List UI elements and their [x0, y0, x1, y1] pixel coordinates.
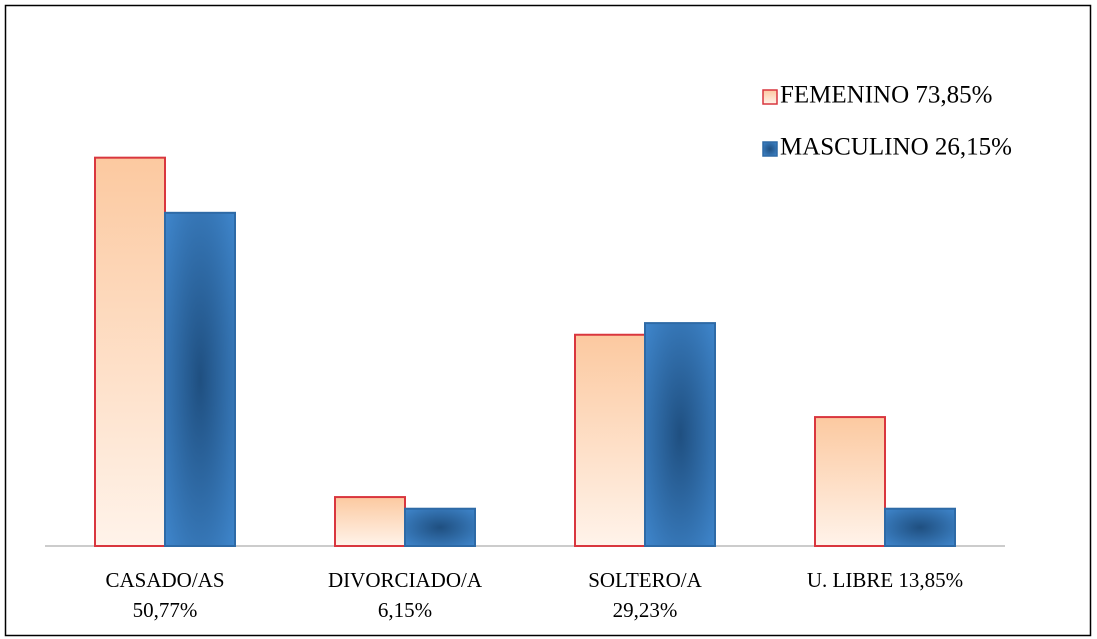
bar [404, 507, 476, 547]
legend-label: MASCULINO 26,15% [780, 134, 1012, 161]
x-tick-label: DIVORCIADO/A [328, 568, 483, 592]
bar [164, 211, 236, 547]
bar [334, 496, 406, 548]
x-tick-label: U. LIBRE 13,85% [807, 568, 963, 592]
legend-label: FEMENINO 73,85% [780, 82, 993, 109]
x-tick-label: 29,23% [613, 598, 678, 622]
legend-swatch [762, 141, 778, 157]
bar [814, 416, 886, 547]
bar [644, 322, 716, 548]
x-tick-label: 6,15% [378, 598, 432, 622]
x-tick-label: 50,77% [133, 598, 198, 622]
x-tick-label: SOLTERO/A [588, 568, 702, 592]
bar [574, 333, 646, 547]
x-tick-label: CASADO/AS [105, 568, 224, 592]
bar [94, 156, 166, 548]
bar [884, 507, 956, 547]
legend-swatch [762, 89, 778, 105]
